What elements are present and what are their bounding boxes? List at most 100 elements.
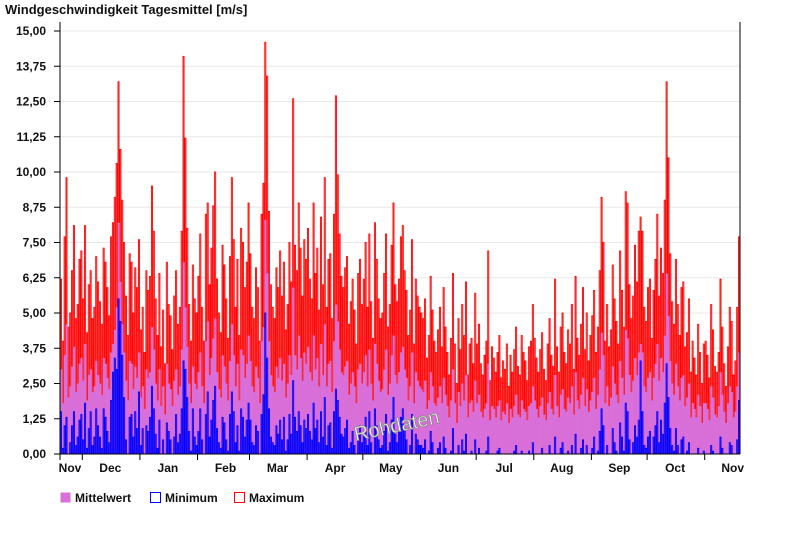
- y-axis-ticks: 0,00 1,25 2,50 3,75 5,00 6,25 7,50 8,75 10,00 11,…: [16, 24, 60, 461]
- x-tick-label: Jun: [438, 461, 459, 475]
- mean-bar: [353, 386, 356, 454]
- mean-bar: [479, 411, 483, 454]
- mean-bar: [201, 386, 204, 454]
- mean-bar: [598, 369, 601, 454]
- mean-bar: [396, 383, 399, 454]
- mean-bar: [600, 332, 603, 454]
- mean-bar: [132, 389, 135, 454]
- mean-bar: [362, 372, 365, 454]
- mean-bar: [522, 408, 525, 454]
- mean-bar: [212, 338, 215, 454]
- mean-bar: [418, 386, 421, 454]
- mean-bar: [552, 414, 555, 454]
- mean-bar: [203, 403, 206, 454]
- mean-bar: [308, 372, 312, 454]
- mean-bar: [67, 397, 70, 454]
- mean-bar: [71, 366, 74, 454]
- mean-bar: [383, 369, 386, 454]
- mean-bar: [249, 360, 252, 454]
- mean-bar: [271, 386, 274, 454]
- mean-bar: [188, 383, 191, 454]
- mean-bar: [331, 391, 334, 454]
- mean-bar: [334, 304, 338, 454]
- mean-bar: [489, 420, 492, 454]
- mean-bar: [611, 366, 614, 454]
- mean-bar: [279, 358, 282, 454]
- mean-bar: [641, 352, 644, 454]
- mean-bar: [433, 403, 436, 454]
- mean-bar: [253, 391, 256, 454]
- y-tick-label: 15,00: [16, 24, 46, 38]
- mean-bar: [125, 380, 128, 454]
- mean-bar: [286, 383, 289, 454]
- mean-bar: [349, 383, 352, 454]
- mean-bar: [539, 406, 542, 454]
- mean-bar: [69, 386, 72, 454]
- mean-bar: [439, 386, 442, 454]
- mean-bar: [357, 369, 360, 454]
- mean-bar: [700, 422, 704, 454]
- mean-bar: [409, 386, 412, 454]
- mean-bar: [141, 386, 144, 454]
- mean-bar: [595, 408, 598, 454]
- mean-bar: [372, 400, 375, 454]
- mean-bar: [76, 383, 79, 454]
- mean-bar: [325, 386, 328, 454]
- mean-bar: [582, 377, 585, 454]
- x-tick-label: Jan: [158, 461, 179, 475]
- mean-bar: [338, 349, 341, 454]
- mean-bar: [492, 408, 496, 454]
- mean-bar: [491, 406, 494, 454]
- mean-bar: [398, 372, 401, 454]
- mean-bar: [245, 363, 248, 454]
- mean-bar: [556, 406, 559, 454]
- mean-bar: [323, 324, 326, 454]
- mean-bar: [680, 377, 683, 454]
- mean-bar: [520, 400, 523, 454]
- mean-bar: [299, 358, 302, 454]
- mean-bar: [704, 403, 707, 454]
- mean-bar: [206, 321, 209, 454]
- mean-bar: [526, 420, 529, 454]
- mean-bar: [518, 417, 522, 454]
- mean-bar: [236, 363, 239, 454]
- mean-bar: [578, 408, 581, 454]
- mean-bar: [134, 366, 137, 454]
- y-tick-label: 2,50: [23, 377, 47, 391]
- mean-bar: [164, 414, 167, 454]
- mean-bar: [321, 375, 325, 454]
- mean-bar: [507, 422, 510, 454]
- mean-bar: [706, 408, 709, 454]
- mean-bar: [427, 400, 431, 454]
- mean-bar: [543, 414, 546, 454]
- mean-bar: [234, 386, 237, 454]
- x-tick-label: Mar: [267, 461, 289, 475]
- mean-bar: [424, 380, 427, 454]
- mean-bar: [505, 403, 509, 454]
- mean-bar: [340, 372, 343, 454]
- mean-bar: [712, 397, 715, 454]
- mean-bar: [517, 414, 520, 454]
- mean-bar: [104, 363, 107, 454]
- y-tick-label: 5,00: [23, 306, 47, 320]
- y-tick-label: 3,75: [23, 341, 47, 355]
- mean-bar: [643, 386, 646, 454]
- mean-bar: [195, 389, 198, 454]
- mean-bar: [100, 394, 104, 454]
- mean-bar: [316, 358, 319, 454]
- mean-bar: [333, 341, 336, 454]
- mean-bar: [175, 369, 178, 454]
- mean-bar: [481, 417, 484, 454]
- mean-bar: [628, 375, 631, 454]
- mean-bar: [667, 315, 670, 454]
- mean-bar: [686, 397, 689, 454]
- x-tick-label: Apr: [325, 461, 346, 475]
- mean-bar: [563, 408, 566, 454]
- mean-bar: [444, 394, 447, 454]
- mean-bar: [255, 366, 258, 454]
- mean-bar: [307, 346, 310, 454]
- mean-bar: [360, 383, 364, 454]
- mean-bar: [97, 375, 100, 454]
- mean-bar: [403, 369, 406, 454]
